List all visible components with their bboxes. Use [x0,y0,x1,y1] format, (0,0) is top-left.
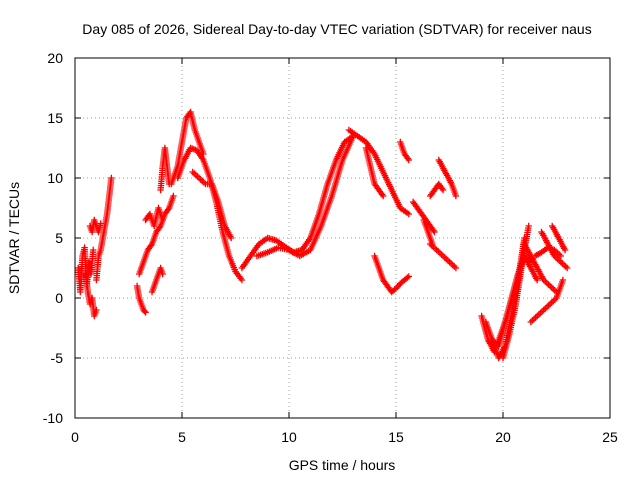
x-tick-label: 5 [178,429,186,445]
data-point [405,156,412,164]
chart-title: Day 085 of 2026, Sidereal Day-to-day VTE… [82,21,591,37]
y-tick-label: 15 [47,110,63,126]
x-axis-title: GPS time / hours [289,457,396,473]
x-tick-label: 25 [602,429,618,445]
data-point [534,276,541,284]
data-point [405,273,412,280]
data-point [557,252,564,260]
data-point [452,192,460,200]
data-point [439,186,447,194]
data-point [391,286,398,293]
data-point [238,276,246,284]
x-tick-label: 15 [388,429,404,445]
data-point [170,192,177,200]
data-point [405,210,412,218]
data-point [380,192,387,200]
y-tick-label: 20 [47,50,63,66]
axis-ticks: 0 5 10 15 20 25 -10 -5 0 5 10 15 20 [43,50,618,445]
y-tick-label: -10 [43,410,63,426]
x-tick-label: 0 [71,429,79,445]
data-point [452,264,460,272]
data-point [141,308,148,315]
data-point [525,222,532,230]
x-tick-label: 20 [495,429,511,445]
y-axis-title: SDTVAR / TECUs [6,182,22,294]
data-point [159,270,166,278]
y-tick-label: 5 [55,230,63,246]
data-points [75,108,571,362]
data-point [108,174,115,182]
data-point [564,264,571,272]
data-point [431,228,438,236]
x-tick-label: 10 [281,429,297,445]
data-point [159,216,166,224]
y-tick-label: -5 [51,350,64,366]
data-point [228,234,235,242]
data-point [90,246,97,254]
data-point [559,276,567,284]
data-point [404,274,411,281]
data-point [561,246,569,254]
data-point [93,306,100,314]
y-tick-label: 0 [55,290,63,306]
y-tick-label: 10 [47,170,63,186]
data-point [142,309,149,316]
